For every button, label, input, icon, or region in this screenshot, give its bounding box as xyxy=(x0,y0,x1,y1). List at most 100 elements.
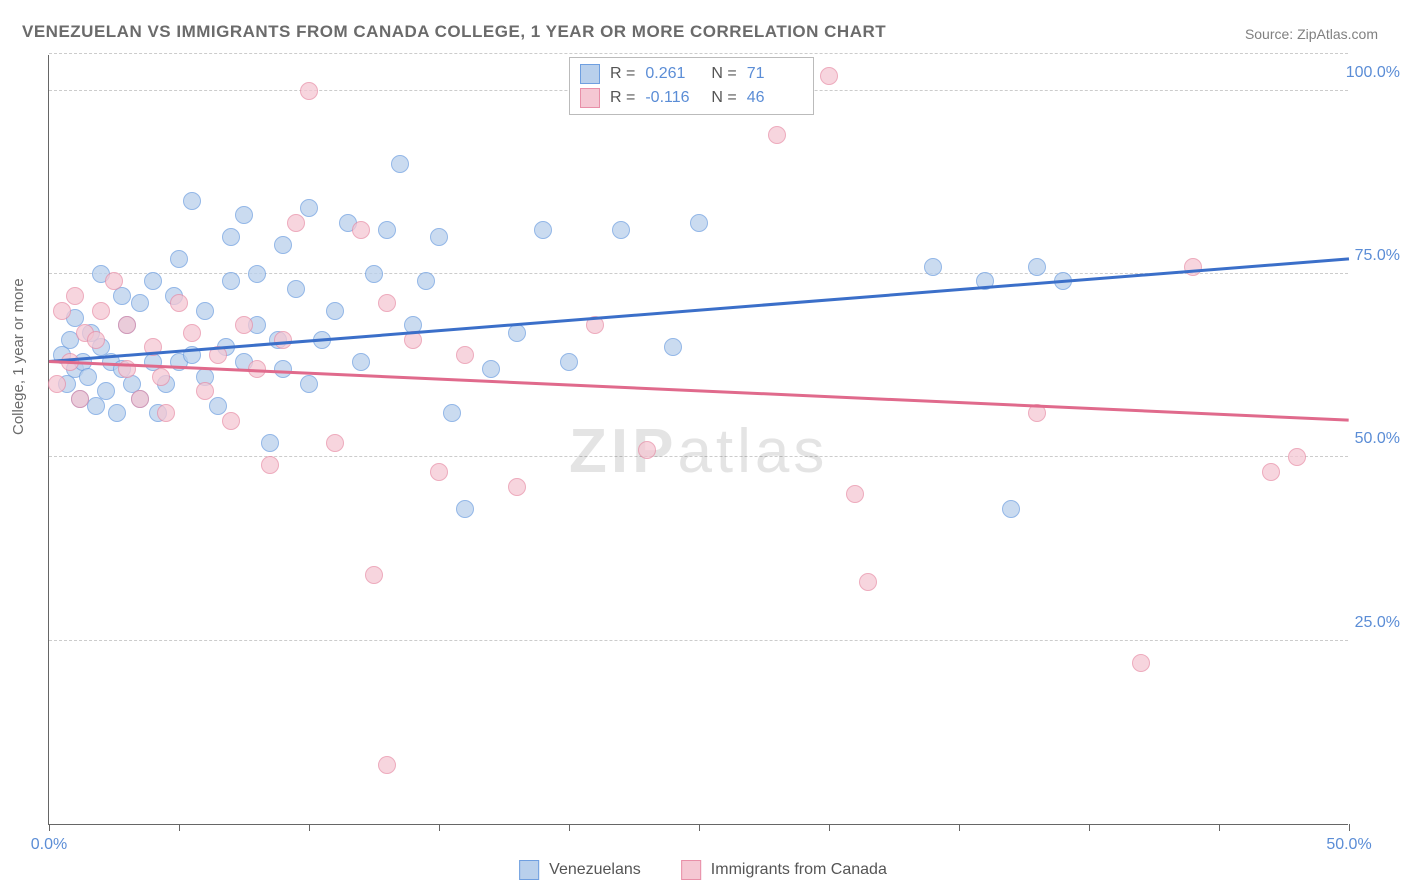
data-point xyxy=(430,463,448,481)
data-point xyxy=(378,756,396,774)
x-tick xyxy=(569,824,570,831)
data-point xyxy=(365,265,383,283)
data-point xyxy=(638,441,656,459)
data-point xyxy=(118,316,136,334)
x-tick xyxy=(1089,824,1090,831)
x-tick xyxy=(959,824,960,831)
legend-label: Venezuelans xyxy=(549,861,641,879)
data-point xyxy=(170,294,188,312)
bottom-legend: Venezuelans Immigrants from Canada xyxy=(519,860,887,880)
data-point xyxy=(209,397,227,415)
data-point xyxy=(287,280,305,298)
data-point xyxy=(300,199,318,217)
data-point xyxy=(352,353,370,371)
legend-swatch xyxy=(519,860,539,880)
data-point xyxy=(287,214,305,232)
data-point xyxy=(391,155,409,173)
x-tick-label: 50.0% xyxy=(1326,836,1371,854)
data-point xyxy=(274,236,292,254)
data-point xyxy=(222,272,240,290)
data-point xyxy=(1028,258,1046,276)
data-point xyxy=(508,478,526,496)
data-point xyxy=(105,272,123,290)
data-point xyxy=(378,294,396,312)
data-point xyxy=(261,456,279,474)
data-point xyxy=(131,294,149,312)
data-point xyxy=(71,390,89,408)
x-tick xyxy=(829,824,830,831)
data-point xyxy=(859,573,877,591)
data-point xyxy=(300,375,318,393)
data-point xyxy=(326,302,344,320)
legend-item: Venezuelans xyxy=(519,860,641,880)
data-point xyxy=(456,500,474,518)
x-tick-label: 0.0% xyxy=(31,836,67,854)
data-point xyxy=(846,485,864,503)
x-tick xyxy=(699,824,700,831)
data-point xyxy=(1262,463,1280,481)
source-attribution: Source: ZipAtlas.com xyxy=(1245,26,1378,42)
data-point xyxy=(820,67,838,85)
data-point xyxy=(66,287,84,305)
x-tick xyxy=(49,824,50,831)
data-point xyxy=(196,382,214,400)
stats-row: R =-0.116N =46 xyxy=(580,86,803,110)
data-point xyxy=(378,221,396,239)
data-point xyxy=(443,404,461,422)
stats-row: R =0.261N =71 xyxy=(580,62,803,86)
trend-line xyxy=(49,360,1349,421)
data-point xyxy=(456,346,474,364)
data-point xyxy=(222,412,240,430)
chart-title: VENEZUELAN VS IMMIGRANTS FROM CANADA COL… xyxy=(22,22,886,42)
data-point xyxy=(196,302,214,320)
data-point xyxy=(183,192,201,210)
data-point xyxy=(1132,654,1150,672)
data-point xyxy=(170,250,188,268)
data-point xyxy=(664,338,682,356)
data-point xyxy=(690,214,708,232)
data-point xyxy=(560,353,578,371)
data-point xyxy=(235,206,253,224)
y-tick-label: 75.0% xyxy=(1355,247,1400,265)
data-point xyxy=(768,126,786,144)
data-point xyxy=(924,258,942,276)
data-point xyxy=(152,368,170,386)
data-point xyxy=(97,382,115,400)
data-point xyxy=(508,324,526,342)
data-point xyxy=(1002,500,1020,518)
data-point xyxy=(108,404,126,422)
data-point xyxy=(131,390,149,408)
x-tick xyxy=(309,824,310,831)
x-tick xyxy=(1219,824,1220,831)
data-point xyxy=(261,434,279,452)
data-point xyxy=(1184,258,1202,276)
data-point xyxy=(183,324,201,342)
data-point xyxy=(79,368,97,386)
y-axis-label: College, 1 year or more xyxy=(10,278,27,435)
data-point xyxy=(222,228,240,246)
data-point xyxy=(417,272,435,290)
data-point xyxy=(53,302,71,320)
data-point xyxy=(534,221,552,239)
legend-swatch xyxy=(681,860,701,880)
gridline xyxy=(49,53,1348,54)
data-point xyxy=(157,404,175,422)
data-point xyxy=(430,228,448,246)
stats-legend: R =0.261N =71R =-0.116N =46 xyxy=(569,57,814,115)
data-point xyxy=(92,302,110,320)
y-tick-label: 100.0% xyxy=(1346,64,1400,82)
data-point xyxy=(48,375,66,393)
data-point xyxy=(612,221,630,239)
data-point xyxy=(248,265,266,283)
watermark: ZIPatlas xyxy=(569,416,828,487)
legend-item: Immigrants from Canada xyxy=(681,860,887,880)
legend-swatch xyxy=(580,88,600,108)
legend-label: Immigrants from Canada xyxy=(711,861,887,879)
data-point xyxy=(482,360,500,378)
legend-swatch xyxy=(580,64,600,84)
data-point xyxy=(144,272,162,290)
data-point xyxy=(326,434,344,452)
data-point xyxy=(235,316,253,334)
plot-area: 25.0%50.0%75.0%100.0%0.0%50.0%ZIPatlasR … xyxy=(48,55,1348,825)
y-tick-label: 50.0% xyxy=(1355,430,1400,448)
